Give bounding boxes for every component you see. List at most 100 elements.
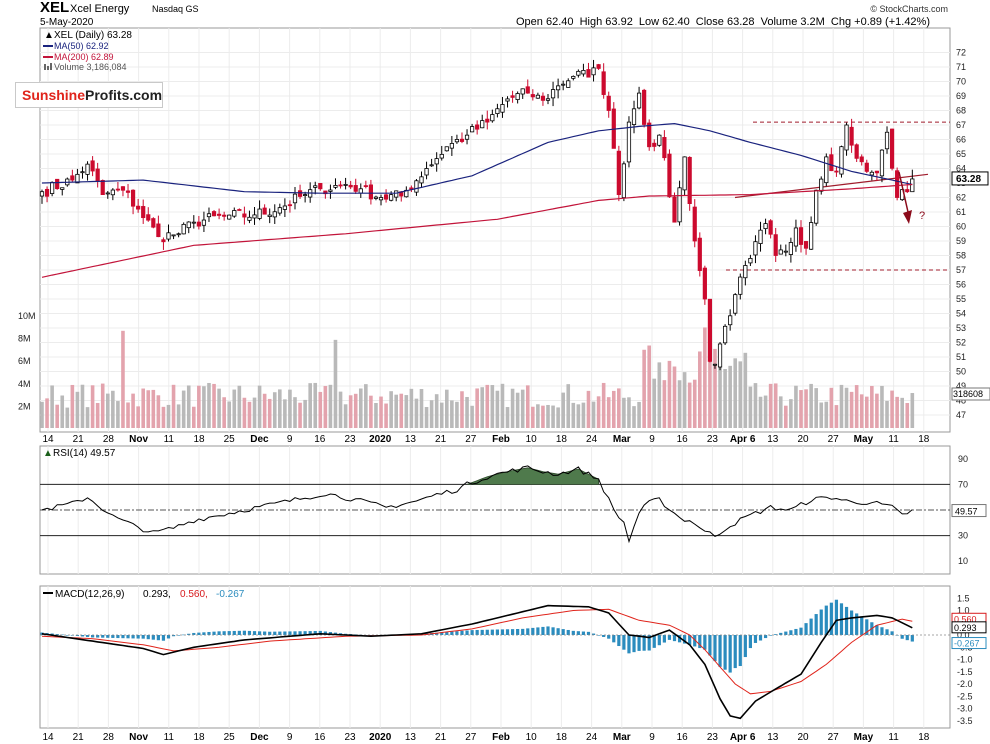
candle-body: [697, 237, 702, 271]
volume-bar: [849, 391, 854, 428]
candle-body: [515, 93, 520, 100]
macd-histogram-bar: [541, 626, 545, 635]
volume-bars: [40, 327, 915, 428]
macd-histogram-bar: [875, 625, 879, 635]
volume-bar: [804, 389, 808, 428]
price-tick-label: 53: [956, 323, 966, 333]
candle-body: [596, 64, 601, 69]
volume-bar: [450, 400, 454, 428]
volume-bar: [784, 405, 788, 428]
date-label-bottom: 21: [73, 732, 85, 743]
volume-bar: [232, 389, 237, 428]
macd-histogram-bar: [829, 602, 833, 635]
date-label: 18: [193, 434, 205, 445]
macd-histogram-bar: [880, 627, 884, 635]
volume-bar: [698, 351, 702, 428]
macd-histogram-bar: [212, 631, 216, 635]
macd-last-value: 0.560: [954, 614, 977, 624]
macd-histogram-bar: [703, 635, 707, 650]
macd-histogram-bar: [693, 635, 697, 647]
candle-body: [156, 223, 161, 238]
volume-bar: [384, 403, 388, 428]
macd-histogram-bar: [293, 631, 297, 635]
macd-tick-label: 0.0: [957, 630, 970, 640]
volume-bar: [323, 385, 328, 428]
volume-bar: [546, 404, 550, 428]
macd-histogram-bar: [516, 628, 520, 635]
price-tick-label: 64: [956, 164, 966, 174]
last-volume-badge: [951, 387, 990, 401]
date-label-bottom: 13: [405, 732, 417, 743]
volume-bar: [288, 389, 292, 428]
date-label: 23: [707, 434, 719, 445]
volume-bar: [692, 379, 697, 428]
candle-body: [85, 163, 90, 175]
macd-histogram-bar: [850, 610, 854, 635]
date-label: Apr 6: [730, 434, 756, 445]
macd-histogram-bar: [652, 635, 656, 648]
volume-bar: [111, 390, 115, 428]
candle-body: [368, 184, 374, 200]
volume-bar: [738, 361, 743, 428]
candle-body: [191, 221, 196, 224]
price-tick-label: 54: [956, 309, 966, 319]
price-tick-label: 50: [956, 367, 966, 377]
volume-bar: [829, 387, 834, 428]
candle-body: [576, 70, 581, 76]
macd-histogram-bar: [688, 635, 692, 645]
svg-text:▲: ▲: [44, 30, 54, 41]
macd-histogram-bar: [672, 635, 677, 642]
candle-body: [105, 192, 110, 195]
candle-body: [652, 142, 657, 147]
macd-histogram-bar: [774, 634, 778, 635]
candle-body: [222, 214, 227, 217]
candle-body: [50, 181, 55, 194]
volume-tick-label: 4M: [18, 379, 31, 389]
candle-body: [424, 168, 429, 176]
forecast-arrow: ?: [898, 171, 925, 224]
question-mark-annotation: ?: [919, 210, 925, 222]
macd-histogram-bar: [156, 635, 160, 641]
date-label: 18: [556, 434, 568, 445]
candle-body: [788, 242, 793, 255]
macd-histogram-bar: [445, 631, 449, 635]
macd-histogram-bar: [561, 629, 565, 635]
macd-tick-label: -1.0: [957, 655, 973, 665]
date-label-bottom: 27: [465, 732, 477, 743]
volume-bar: [70, 384, 75, 428]
candle-body: [824, 156, 829, 184]
price-tick-label: 67: [956, 120, 966, 130]
volume-bar: [682, 372, 687, 428]
macd-histogram-bar: [784, 631, 788, 635]
candle-body: [439, 153, 444, 159]
volume-bar: [126, 402, 130, 428]
candle-body: [601, 71, 606, 95]
candle-body: [186, 221, 191, 229]
candle-body: [348, 184, 353, 188]
symbol: XEL: [40, 0, 69, 16]
date-label: 9: [649, 434, 655, 445]
volume-bar: [591, 401, 596, 428]
volume-bar: [105, 393, 110, 428]
macd-histogram-bar: [50, 633, 54, 635]
candle-body: [161, 239, 166, 243]
volume-bar: [100, 383, 105, 428]
macd-histogram-bar: [111, 635, 115, 638]
candle-body: [282, 205, 287, 210]
candle-body: [859, 156, 864, 163]
volume-bar: [763, 395, 768, 428]
volume-bar: [439, 402, 444, 428]
candle-body: [171, 234, 176, 237]
candle-body: [60, 187, 65, 190]
macd-histogram-bar: [844, 606, 849, 635]
candle-body: [378, 197, 384, 201]
price-tick-label: 69: [956, 91, 966, 101]
volume-bar: [495, 390, 500, 428]
candle-body: [844, 124, 849, 151]
volume-bar: [485, 384, 490, 428]
candle-body: [490, 114, 495, 122]
date-label: 24: [586, 434, 598, 445]
volume-bar: [455, 401, 459, 428]
candle-body: [125, 190, 131, 193]
candle-body: [728, 315, 733, 326]
